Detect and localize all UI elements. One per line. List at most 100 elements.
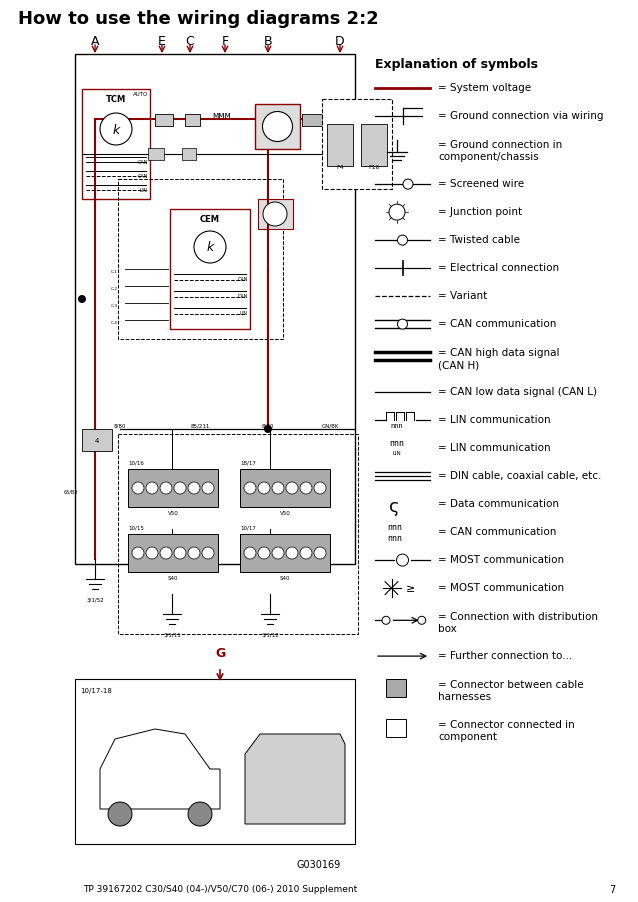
- Text: D: D: [335, 35, 345, 48]
- Circle shape: [389, 205, 405, 221]
- Text: S40: S40: [168, 575, 178, 580]
- Bar: [82, 90, 150, 199]
- Bar: [128, 534, 218, 573]
- Circle shape: [78, 296, 86, 304]
- Bar: [118, 435, 358, 634]
- Text: A: A: [91, 35, 100, 48]
- Bar: [148, 149, 164, 161]
- Text: ᴍᴍᴍ: ᴍᴍᴍ: [212, 111, 232, 120]
- Text: = Further connection to...: = Further connection to...: [438, 649, 572, 660]
- Text: C: C: [186, 35, 195, 48]
- Text: C-2: C-2: [111, 287, 118, 290]
- Circle shape: [188, 483, 200, 494]
- Circle shape: [132, 483, 144, 494]
- Circle shape: [262, 113, 292, 143]
- Text: C-1: C-1: [111, 270, 118, 273]
- Text: k: k: [206, 241, 214, 254]
- Circle shape: [418, 617, 426, 624]
- Text: = Electrical connection: = Electrical connection: [438, 262, 559, 272]
- Text: CAN: CAN: [138, 160, 148, 165]
- Text: 85/211: 85/211: [190, 424, 210, 428]
- Bar: [327, 124, 353, 167]
- Text: 8/80: 8/80: [114, 424, 126, 428]
- Circle shape: [160, 548, 172, 559]
- Circle shape: [263, 203, 287, 226]
- Bar: [185, 115, 200, 127]
- Text: nnn: nnn: [387, 533, 402, 542]
- Bar: [170, 210, 250, 329]
- Circle shape: [258, 548, 270, 559]
- Polygon shape: [100, 729, 220, 809]
- Text: = Variant: = Variant: [438, 290, 487, 300]
- Text: B: B: [263, 35, 272, 48]
- Circle shape: [244, 483, 256, 494]
- Bar: [182, 149, 196, 161]
- Circle shape: [174, 548, 186, 559]
- Bar: [361, 124, 387, 167]
- Circle shape: [397, 235, 408, 246]
- Text: LIN: LIN: [140, 188, 148, 193]
- Circle shape: [382, 617, 390, 624]
- Circle shape: [397, 319, 408, 330]
- Text: 10/17: 10/17: [240, 526, 256, 530]
- Circle shape: [403, 179, 413, 190]
- Bar: [82, 429, 112, 452]
- Bar: [128, 469, 218, 508]
- Bar: [322, 100, 392, 189]
- Text: k: k: [112, 124, 120, 136]
- Text: = System voltage: = System voltage: [438, 82, 531, 93]
- Text: = Ground connection via wiring: = Ground connection via wiring: [438, 110, 604, 121]
- Bar: [75, 55, 355, 565]
- Text: = CAN communication: = CAN communication: [438, 318, 556, 328]
- Text: LIN: LIN: [240, 310, 248, 316]
- Bar: [255, 105, 300, 150]
- Text: 18/17: 18/17: [240, 461, 256, 465]
- Text: G030169: G030169: [297, 859, 341, 869]
- Text: TP 39167202 C30/S40 (04-)/V50/C70 (06-) 2010 Supplement: TP 39167202 C30/S40 (04-)/V50/C70 (06-) …: [83, 884, 357, 893]
- Text: V50: V50: [279, 511, 290, 515]
- Text: E: E: [158, 35, 166, 48]
- Circle shape: [146, 548, 158, 559]
- Text: 10/17-18: 10/17-18: [80, 687, 112, 694]
- Text: G: G: [215, 647, 225, 659]
- Text: AUTO: AUTO: [133, 92, 148, 97]
- Text: = Data communication: = Data communication: [438, 498, 559, 508]
- Bar: [258, 199, 293, 230]
- Text: 7: 7: [609, 884, 615, 894]
- Text: C-3: C-3: [111, 304, 118, 308]
- Circle shape: [272, 483, 284, 494]
- Text: F: F: [221, 35, 228, 48]
- Text: 3/1/12: 3/1/12: [261, 632, 279, 638]
- Text: = LIN communication: = LIN communication: [438, 442, 551, 452]
- Text: 4: 4: [95, 437, 99, 444]
- Text: = LIN communication: = LIN communication: [438, 414, 551, 424]
- Text: = Connector connected in
component: = Connector connected in component: [438, 719, 575, 741]
- Circle shape: [272, 548, 284, 559]
- Bar: [75, 679, 355, 844]
- Circle shape: [100, 114, 132, 146]
- Circle shape: [258, 483, 270, 494]
- Text: CAN: CAN: [138, 174, 148, 179]
- Text: GN/BK: GN/BK: [322, 424, 339, 428]
- Text: nnn: nnn: [387, 522, 402, 531]
- Circle shape: [300, 483, 312, 494]
- Bar: [240, 534, 330, 573]
- Circle shape: [314, 548, 326, 559]
- Text: = CAN high data signal
(CAN H): = CAN high data signal (CAN H): [438, 347, 560, 370]
- Bar: [118, 179, 283, 340]
- Bar: [240, 469, 330, 508]
- Text: 10/15: 10/15: [128, 526, 144, 530]
- Text: CEM: CEM: [200, 215, 220, 224]
- Text: = DIN cable, coaxial cable, etc.: = DIN cable, coaxial cable, etc.: [438, 470, 602, 480]
- Circle shape: [132, 548, 144, 559]
- Text: = Ground connection in
component/chassis: = Ground connection in component/chassis: [438, 140, 562, 162]
- Text: 65/B3: 65/B3: [64, 490, 78, 494]
- Circle shape: [396, 555, 408, 566]
- Text: How to use the wiring diagrams 2:2: How to use the wiring diagrams 2:2: [18, 10, 379, 28]
- Text: C-4: C-4: [111, 320, 118, 325]
- Text: F4: F4: [336, 165, 344, 170]
- Text: 3/1/52: 3/1/52: [86, 597, 104, 603]
- Circle shape: [264, 426, 272, 434]
- Circle shape: [286, 548, 298, 559]
- Circle shape: [174, 483, 186, 494]
